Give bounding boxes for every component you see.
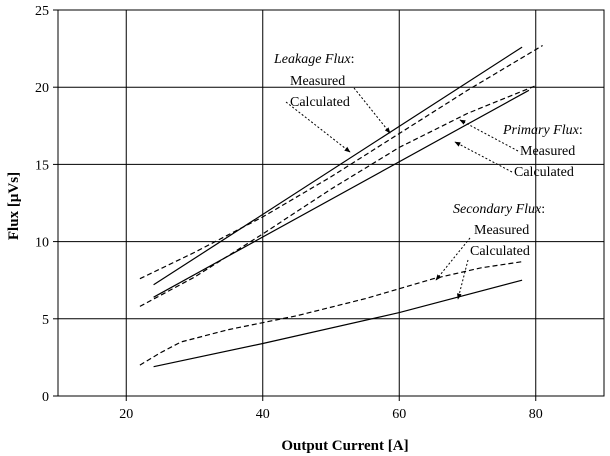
leakage-calculated-arrow (285, 101, 351, 153)
x-tick-label: 80 (529, 407, 543, 422)
y-tick-label: 0 (42, 390, 49, 405)
x-axis-title: Output Current [A] (281, 438, 408, 454)
primary-flux-heading-colon: : (579, 123, 583, 138)
primary-measured-arrow (459, 119, 519, 152)
secondary-calculated-arrow (457, 259, 469, 300)
secondary-flux-heading: Secondary Flux: (453, 202, 545, 217)
x-tick-label: 60 (392, 407, 406, 422)
x-tick-label: 40 (256, 407, 270, 422)
primary-flux-heading: Primary Flux: (502, 123, 583, 138)
x-axis-ticks: 20 40 60 80 (119, 396, 543, 422)
secondary-flux-calculated-label: Calculated (470, 244, 530, 259)
leakage-flux-heading-colon: : (351, 52, 355, 67)
secondary-flux-measured-line (139, 261, 523, 366)
leakage-flux-heading-name: Leakage Flux (273, 52, 351, 67)
y-tick-label: 10 (35, 236, 49, 251)
annotation-arrows (285, 87, 519, 300)
secondary-flux-heading-colon: : (541, 202, 545, 217)
x-tick-label: 20 (119, 407, 133, 422)
primary-flux-calculated-label: Calculated (514, 165, 574, 180)
primary-flux-calculated-line (153, 89, 530, 298)
leakage-measured-arrow (353, 87, 391, 134)
y-axis-title: Flux [µVs] (6, 172, 22, 240)
leakage-flux-measured-line (139, 44, 543, 280)
primary-flux-measured-label: Measured (520, 144, 575, 159)
primary-flux-measured-line (139, 85, 537, 307)
y-tick-label: 5 (42, 313, 49, 328)
plot-frame (57, 9, 605, 397)
secondary-flux-measured-label: Measured (474, 223, 529, 238)
leakage-flux-measured-label: Measured (290, 74, 345, 89)
secondary-measured-arrow (435, 237, 471, 281)
y-tick-label: 20 (35, 81, 49, 96)
leakage-flux-heading: Leakage Flux: (273, 52, 354, 67)
y-tick-label: 15 (35, 158, 49, 173)
leakage-flux-calculated-label: Calculated (290, 95, 350, 110)
y-axis-ticks: 0 5 10 15 20 25 (35, 4, 58, 405)
primary-flux-heading-name: Primary Flux (502, 123, 580, 138)
annotations: Leakage Flux: Measured Calculated Primary F… (273, 52, 583, 259)
secondary-flux-calculated-line (153, 279, 523, 368)
secondary-flux-heading-name: Secondary Flux (453, 202, 542, 217)
y-tick-label: 25 (35, 4, 49, 19)
leakage-flux-calculated-line (153, 46, 523, 286)
primary-calculated-arrow (454, 141, 513, 173)
